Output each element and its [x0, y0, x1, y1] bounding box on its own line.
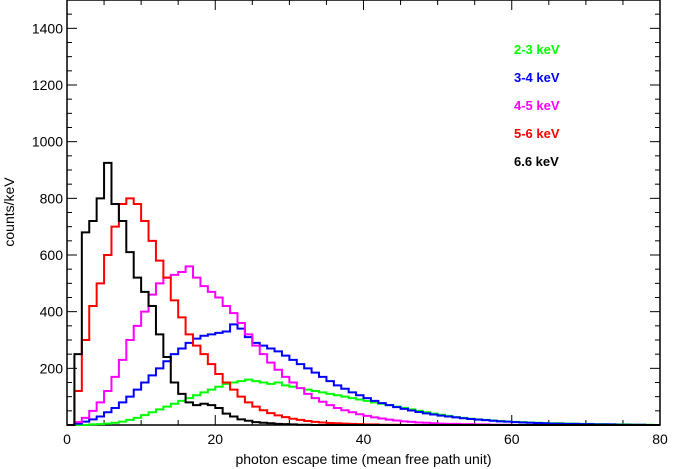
x-tick-label: 20	[207, 431, 223, 447]
x-tick-label: 60	[504, 431, 520, 447]
legend-entry-3: 5-6 keV	[514, 126, 560, 141]
x-tick-label: 80	[652, 431, 668, 447]
y-tick-label: 200	[40, 360, 64, 376]
y-tick-label: 1200	[32, 77, 63, 93]
legend-entry-4: 6.6 keV	[514, 154, 559, 169]
x-tick-label: 0	[63, 431, 71, 447]
y-tick-label: 800	[40, 190, 64, 206]
x-tick-label: 40	[356, 431, 372, 447]
y-tick-label: 400	[40, 304, 64, 320]
plot-frame	[66, 0, 661, 426]
legend: 2-3 keV 3-4 keV 4-5 keV 5-6 keV 6.6 keV	[514, 42, 560, 169]
y-tick-label: 1000	[32, 134, 63, 150]
x-axis-ticks: 0 20 40 60 80	[63, 0, 668, 447]
y-axis-ticks: 200 400 600 800 1000 1200 1400	[32, 13, 660, 412]
y-tick-label: 1400	[32, 20, 63, 36]
y-axis-title: counts/keV	[1, 177, 17, 247]
y-tick-label: 600	[40, 247, 64, 263]
legend-entry-2: 4-5 keV	[514, 98, 560, 113]
series-lines	[67, 161, 660, 426]
series-line-4	[67, 161, 660, 426]
x-axis-title: photon escape time (mean free path unit)	[235, 451, 491, 467]
series-line-1	[67, 323, 660, 426]
legend-entry-1: 3-4 keV	[514, 70, 560, 85]
legend-entry-0: 2-3 keV	[514, 42, 560, 57]
